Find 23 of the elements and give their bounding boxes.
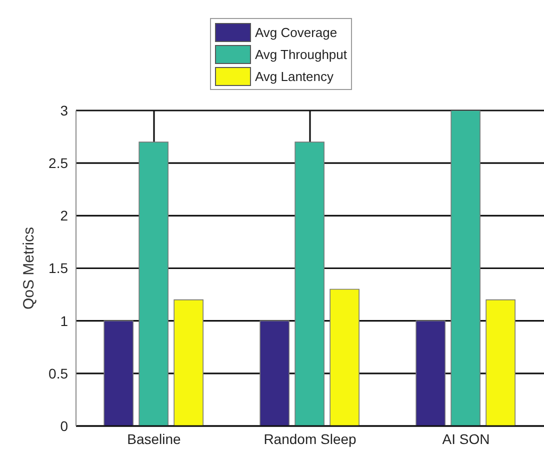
bar <box>486 299 516 426</box>
y-tick-label: 2.5 <box>48 155 68 172</box>
x-tick-label: AI SON <box>442 430 490 447</box>
x-tick-label: Random Sleep <box>264 430 357 447</box>
y-tick-label: 1.5 <box>48 260 68 276</box>
bar <box>294 142 324 426</box>
bar <box>416 320 446 426</box>
y-tick-label: 0.5 <box>48 365 68 382</box>
bar <box>450 110 480 426</box>
y-tick-label: 3 <box>60 102 68 118</box>
bar <box>138 142 168 426</box>
legend-label: Avg Coverage <box>254 24 338 42</box>
legend-label: Avg Lantency <box>254 68 335 86</box>
bar <box>260 320 290 426</box>
y-tick-label: 1 <box>60 312 68 329</box>
bar <box>174 299 204 426</box>
x-tick-label: Baseline <box>127 430 182 447</box>
bar <box>330 288 360 426</box>
y-tick-label: 0 <box>60 418 68 434</box>
y-axis-title: QoS Metrics <box>20 226 38 310</box>
legend-label: Avg Throughput <box>254 46 348 64</box>
bar <box>104 320 134 426</box>
y-tick-label: 2 <box>60 208 68 224</box>
